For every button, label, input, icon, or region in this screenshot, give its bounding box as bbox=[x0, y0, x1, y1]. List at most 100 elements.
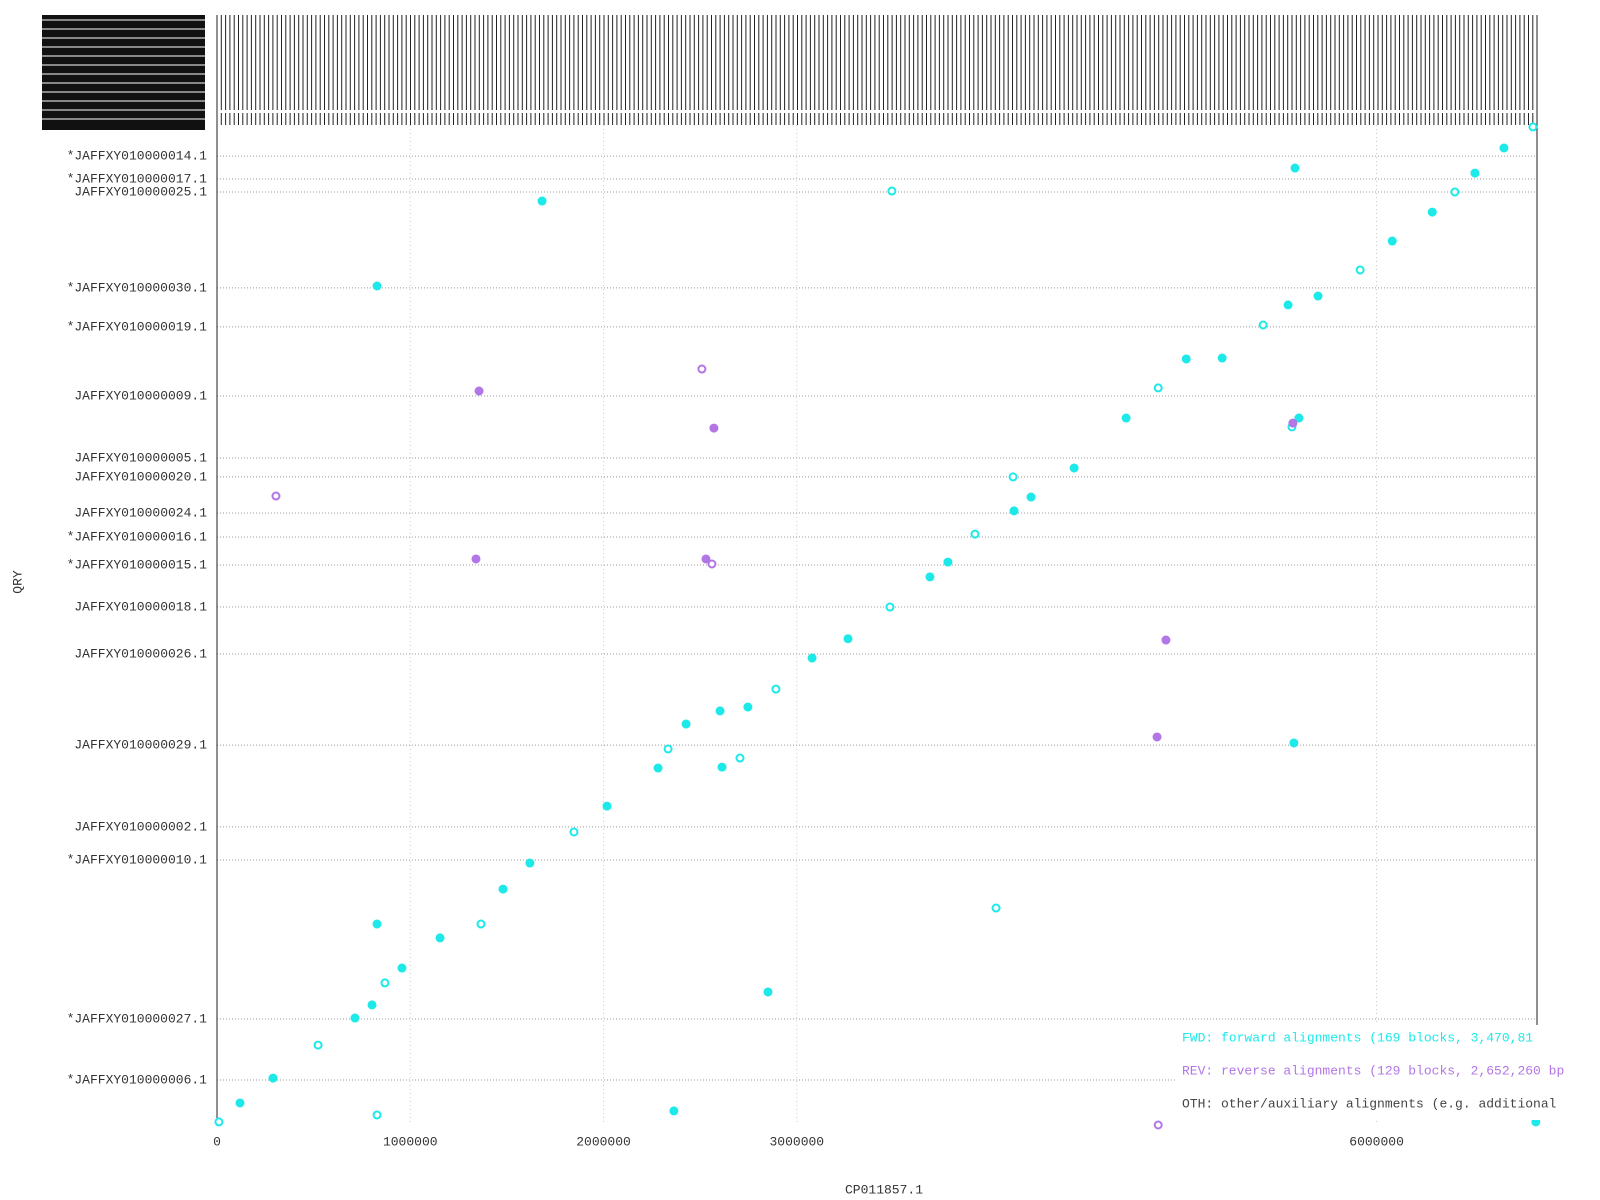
alignment-point bbox=[697, 364, 707, 374]
alignment-point bbox=[602, 801, 612, 811]
legend-box bbox=[1175, 1025, 1600, 1120]
y-tick-label: JAFFXY010000002.1 bbox=[74, 819, 207, 834]
alignment-point bbox=[991, 903, 1001, 913]
alignment-point bbox=[1427, 207, 1437, 217]
alignment-point bbox=[397, 963, 407, 973]
alignment-point bbox=[1069, 463, 1079, 473]
x-tick-label: 1000000 bbox=[383, 1134, 438, 1149]
y-tick-label: JAFFXY010000029.1 bbox=[74, 738, 207, 753]
alignment-point bbox=[1026, 492, 1036, 502]
alignment-point bbox=[707, 559, 717, 569]
alignment-point bbox=[367, 1000, 377, 1010]
alignment-point bbox=[735, 753, 745, 763]
y-tick-label: *JAFFXY010000019.1 bbox=[67, 319, 208, 334]
x-tick-label: 0 bbox=[213, 1134, 221, 1149]
alignment-point bbox=[1217, 353, 1227, 363]
alignment-point bbox=[669, 1106, 679, 1116]
alignment-point bbox=[763, 987, 773, 997]
alignment-point bbox=[569, 827, 579, 837]
y-axis-label: QRY bbox=[10, 570, 25, 594]
alignment-point bbox=[653, 763, 663, 773]
legend-entry: FWD: forward alignments (169 blocks, 3,4… bbox=[1182, 1030, 1533, 1045]
alignment-point bbox=[1294, 413, 1304, 423]
alignment-point bbox=[313, 1040, 323, 1050]
y-tick-label: JAFFXY010000018.1 bbox=[74, 599, 207, 614]
y-tick-label: JAFFXY010000024.1 bbox=[74, 505, 207, 520]
alignment-point bbox=[372, 281, 382, 291]
alignment-point bbox=[471, 554, 481, 564]
alignment-point bbox=[1288, 418, 1298, 428]
y-tick-label: *JAFFXY010000010.1 bbox=[67, 852, 208, 867]
alignment-point bbox=[1450, 187, 1460, 197]
alignment-point bbox=[970, 529, 980, 539]
alignment-point bbox=[380, 978, 390, 988]
alignment-point bbox=[1153, 383, 1163, 393]
y-tick-label: *JAFFXY010000027.1 bbox=[67, 1011, 208, 1026]
alignment-point bbox=[1153, 1120, 1163, 1130]
alignment-point bbox=[525, 858, 535, 868]
label-block bbox=[42, 15, 205, 130]
alignment-point bbox=[663, 744, 673, 754]
alignment-point bbox=[1387, 236, 1397, 246]
y-tick-label: *JAFFXY010000014.1 bbox=[67, 149, 208, 164]
alignment-point bbox=[372, 919, 382, 929]
alignment-point bbox=[1499, 143, 1509, 153]
alignment-point bbox=[476, 919, 486, 929]
y-tick-label: *JAFFXY010000016.1 bbox=[67, 529, 208, 544]
alignment-point bbox=[537, 196, 547, 206]
x-tick-label: 6000000 bbox=[1349, 1134, 1404, 1149]
alignment-point bbox=[1161, 635, 1171, 645]
alignment-point bbox=[268, 1073, 278, 1083]
y-tick-label: *JAFFXY010000015.1 bbox=[67, 557, 208, 572]
x-tick-label: 2000000 bbox=[576, 1134, 631, 1149]
alignment-point bbox=[1152, 732, 1162, 742]
alignment-point bbox=[887, 186, 897, 196]
alignment-point bbox=[1008, 472, 1018, 482]
alignment-point bbox=[843, 634, 853, 644]
y-tick-label: JAFFXY010000005.1 bbox=[74, 450, 207, 465]
alignment-point bbox=[1258, 320, 1268, 330]
label-clutter bbox=[42, 15, 1534, 130]
x-axis-label: CP011857.1 bbox=[845, 1182, 923, 1197]
alignment-point bbox=[1283, 300, 1293, 310]
alignment-point bbox=[235, 1098, 245, 1108]
alignment-point bbox=[498, 884, 508, 894]
alignment-point bbox=[771, 684, 781, 694]
alignment-point bbox=[709, 423, 719, 433]
alignment-point bbox=[1009, 506, 1019, 516]
x-tick-label: 3000000 bbox=[769, 1134, 824, 1149]
alignment-point bbox=[350, 1013, 360, 1023]
legend-entry: OTH: other/auxiliary alignments (e.g. ad… bbox=[1182, 1096, 1557, 1111]
alignment-point bbox=[717, 762, 727, 772]
y-tick-label: JAFFXY010000020.1 bbox=[74, 469, 207, 484]
alignment-point bbox=[925, 572, 935, 582]
alignment-point bbox=[1290, 163, 1300, 173]
alignment-point bbox=[1289, 738, 1299, 748]
alignment-point bbox=[1121, 413, 1131, 423]
alignment-point bbox=[681, 719, 691, 729]
y-tick-label: *JAFFXY010000006.1 bbox=[67, 1072, 208, 1087]
y-tick-label: JAFFXY010000009.1 bbox=[74, 388, 207, 403]
alignment-point bbox=[1528, 122, 1538, 132]
alignment-point bbox=[715, 706, 725, 716]
alignment-point bbox=[271, 491, 281, 501]
y-tick-label: JAFFXY010000026.1 bbox=[74, 646, 207, 661]
alignment-point bbox=[943, 557, 953, 567]
y-tick-label: JAFFXY010000025.1 bbox=[74, 184, 207, 199]
alignment-point bbox=[1355, 265, 1365, 275]
alignment-point bbox=[1181, 354, 1191, 364]
alignment-point bbox=[435, 933, 445, 943]
alignment-point bbox=[701, 554, 711, 564]
alignment-point bbox=[1313, 291, 1323, 301]
alignment-point bbox=[1470, 168, 1480, 178]
alignment-point bbox=[214, 1117, 224, 1127]
legend-entry: REV: reverse alignments (129 blocks, 2,6… bbox=[1182, 1063, 1564, 1078]
alignment-point bbox=[372, 1110, 382, 1120]
alignment-point bbox=[807, 653, 817, 663]
y-tick-label: *JAFFXY010000030.1 bbox=[67, 280, 208, 295]
alignment-point bbox=[743, 702, 753, 712]
y-tick-label: *JAFFXY010000017.1 bbox=[67, 171, 208, 186]
